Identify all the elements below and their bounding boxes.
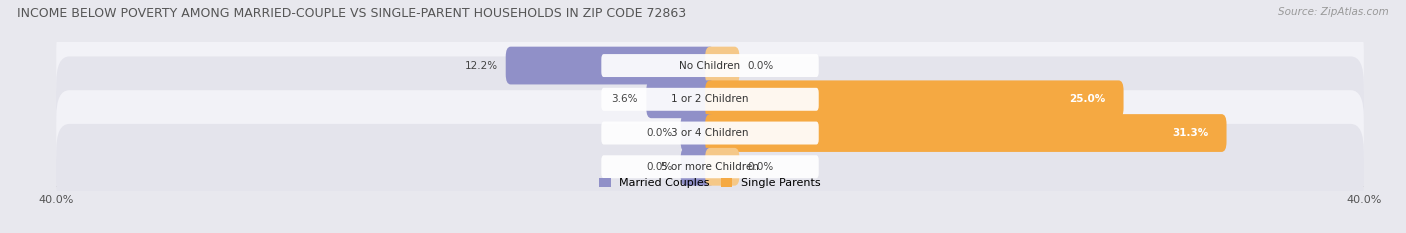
FancyBboxPatch shape <box>56 90 1364 176</box>
FancyBboxPatch shape <box>506 47 714 84</box>
FancyBboxPatch shape <box>706 47 740 84</box>
FancyBboxPatch shape <box>706 80 1123 118</box>
FancyBboxPatch shape <box>706 114 1226 152</box>
FancyBboxPatch shape <box>602 54 818 77</box>
Text: 0.0%: 0.0% <box>748 162 773 172</box>
Text: 3.6%: 3.6% <box>612 94 638 104</box>
Text: No Children: No Children <box>679 61 741 71</box>
FancyBboxPatch shape <box>602 155 818 178</box>
FancyBboxPatch shape <box>602 88 818 111</box>
Text: 0.0%: 0.0% <box>748 61 773 71</box>
FancyBboxPatch shape <box>602 122 818 144</box>
FancyBboxPatch shape <box>56 23 1364 108</box>
Text: 5 or more Children: 5 or more Children <box>661 162 759 172</box>
Text: 31.3%: 31.3% <box>1173 128 1209 138</box>
Text: 0.0%: 0.0% <box>647 162 672 172</box>
Text: 3 or 4 Children: 3 or 4 Children <box>671 128 749 138</box>
Text: 12.2%: 12.2% <box>464 61 498 71</box>
Legend: Married Couples, Single Parents: Married Couples, Single Parents <box>599 178 821 188</box>
Text: 1 or 2 Children: 1 or 2 Children <box>671 94 749 104</box>
FancyBboxPatch shape <box>647 80 714 118</box>
FancyBboxPatch shape <box>706 148 740 186</box>
FancyBboxPatch shape <box>56 124 1364 210</box>
Text: Source: ZipAtlas.com: Source: ZipAtlas.com <box>1278 7 1389 17</box>
FancyBboxPatch shape <box>56 56 1364 142</box>
FancyBboxPatch shape <box>681 114 714 152</box>
Text: 25.0%: 25.0% <box>1070 94 1105 104</box>
Text: 0.0%: 0.0% <box>647 128 672 138</box>
FancyBboxPatch shape <box>681 148 714 186</box>
Text: INCOME BELOW POVERTY AMONG MARRIED-COUPLE VS SINGLE-PARENT HOUSEHOLDS IN ZIP COD: INCOME BELOW POVERTY AMONG MARRIED-COUPL… <box>17 7 686 20</box>
